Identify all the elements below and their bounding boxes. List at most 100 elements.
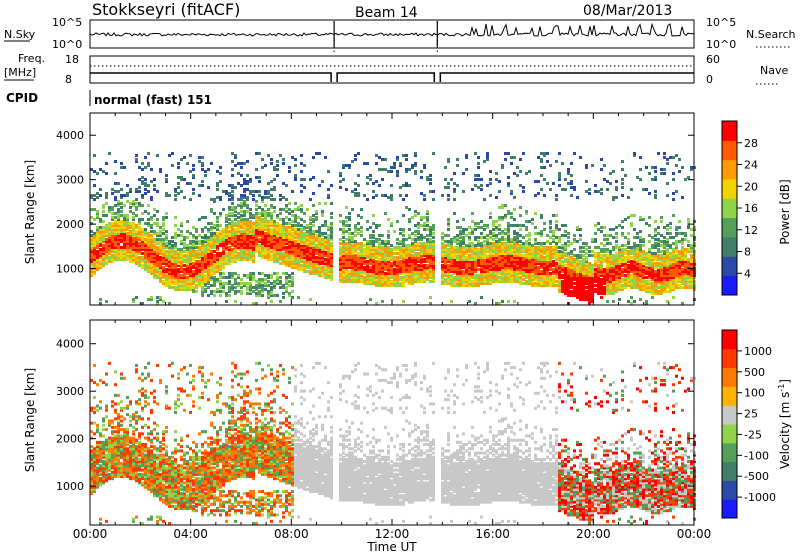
power-cell: [522, 242, 525, 245]
power-cell: [282, 222, 285, 225]
power-cell: [348, 262, 351, 265]
power-cell: [612, 292, 615, 295]
power-cell: [180, 158, 183, 161]
power-cell: [390, 270, 393, 273]
power-cell: [186, 250, 189, 253]
power-cell: [297, 264, 300, 267]
power-cell: [294, 202, 297, 205]
power-cell: [330, 246, 333, 249]
power-cell: [447, 224, 450, 227]
power-cell: [117, 232, 120, 235]
power-cell: [342, 260, 345, 263]
power-cell: [600, 274, 603, 277]
power-cell: [177, 286, 180, 289]
power-cell: [573, 294, 576, 297]
power-cell: [498, 250, 501, 253]
power-cell: [468, 280, 471, 283]
power-cell: [378, 184, 381, 187]
power-cell: [99, 220, 102, 223]
power-cell: [228, 262, 231, 265]
power-cell: [225, 262, 228, 265]
power-cell: [210, 244, 213, 247]
power-cell: [468, 226, 471, 229]
power-cell: [465, 268, 468, 271]
power-cell: [288, 244, 291, 247]
power-cell: [351, 274, 354, 277]
power-cell: [609, 252, 612, 255]
power-cell: [357, 278, 360, 281]
power-cell: [561, 224, 564, 227]
power-cell: [204, 236, 207, 239]
power-cell: [219, 260, 222, 263]
power-cell: [474, 262, 477, 265]
power-cell: [342, 222, 345, 225]
power-cell: [570, 268, 573, 271]
power-cell: [390, 264, 393, 267]
power-cell: [153, 178, 156, 181]
power-cell: [264, 192, 267, 195]
power-cell: [309, 266, 312, 269]
power-cell: [306, 262, 309, 265]
power-cell: [300, 268, 303, 271]
power-cell: [135, 230, 138, 233]
power-cell: [180, 234, 183, 237]
power-cell: [90, 244, 93, 247]
power-cell: [420, 236, 423, 239]
power-cell: [582, 276, 585, 279]
power-cell: [603, 290, 606, 293]
power-cell: [198, 252, 201, 255]
power-cell: [186, 278, 189, 281]
power-cell: [387, 274, 390, 277]
power-cell: [414, 264, 417, 267]
power-cell: [255, 208, 258, 211]
power-cell: [459, 254, 462, 257]
power-cell: [174, 216, 177, 219]
power-cell: [255, 176, 258, 179]
power-cell: [279, 230, 282, 233]
power-cell: [153, 222, 156, 225]
power-cell: [414, 238, 417, 241]
power-cell: [450, 260, 453, 263]
power-cell: [312, 252, 315, 255]
power-cell: [210, 228, 213, 231]
power-cell: [258, 194, 261, 197]
power-cell: [249, 258, 252, 261]
power-cell: [294, 232, 297, 235]
power-cell: [369, 268, 372, 271]
power-cell: [492, 256, 495, 259]
power-cell: [228, 250, 231, 253]
power-cell: [252, 260, 255, 263]
power-cell: [351, 238, 354, 241]
power-cell: [408, 264, 411, 267]
power-cell: [372, 190, 375, 193]
power-cell: [270, 224, 273, 227]
power-cell: [603, 234, 606, 237]
power-cell: [396, 246, 399, 249]
power-cell: [144, 258, 147, 261]
power-cell: [168, 302, 171, 305]
power-cell: [606, 250, 609, 253]
power-cell: [276, 232, 279, 235]
power-cell: [609, 286, 612, 289]
power-cell: [363, 254, 366, 257]
power-cell: [387, 170, 390, 173]
power-cell: [261, 240, 264, 243]
power-cell: [567, 278, 570, 281]
power-cell: [339, 220, 342, 223]
power-cell: [537, 252, 540, 255]
power-cell: [195, 254, 198, 257]
power-cell: [324, 276, 327, 279]
power-cell: [177, 278, 180, 281]
power-cell: [102, 262, 105, 265]
power-cell: [528, 262, 531, 265]
power-cell: [264, 226, 267, 229]
power-cell: [531, 248, 534, 251]
power-cell: [372, 274, 375, 277]
power-cell: [414, 214, 417, 217]
power-cell: [159, 168, 162, 171]
power-cell: [357, 244, 360, 247]
power-cell: [384, 256, 387, 259]
power-cell: [318, 246, 321, 249]
beam-title: Beam 14: [355, 5, 418, 21]
power-cell: [561, 280, 564, 283]
